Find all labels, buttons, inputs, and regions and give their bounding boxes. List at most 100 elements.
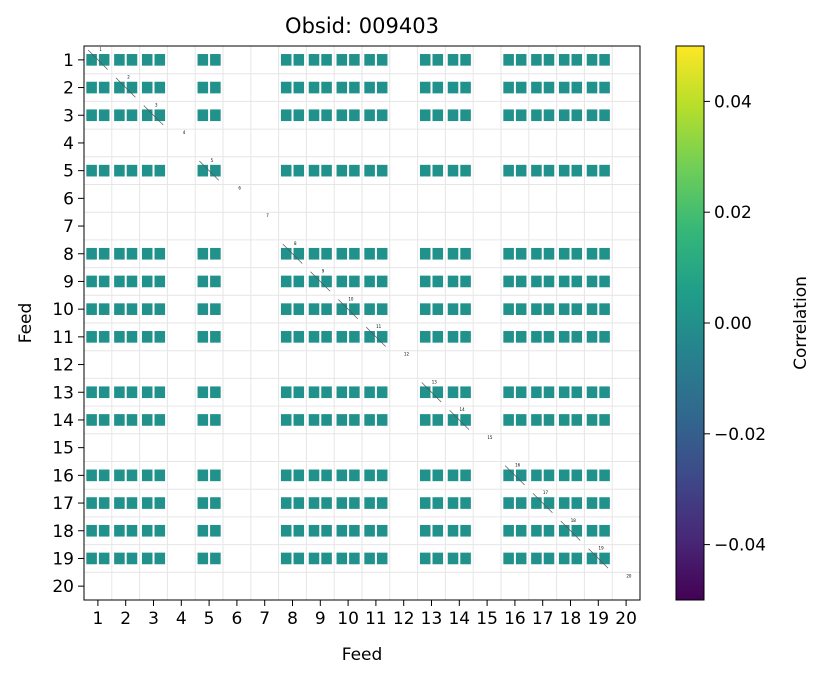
heatmap-cell <box>586 275 610 288</box>
heatmap-cell-block <box>558 303 570 315</box>
heatmap-cell-block <box>460 497 471 509</box>
heatmap-cell <box>86 54 110 66</box>
heatmap-cell-block <box>419 109 431 122</box>
heatmap-cell-block <box>98 414 110 426</box>
heatmap-cell-block <box>349 469 360 482</box>
heatmap-cell <box>114 303 138 315</box>
heatmap-cell <box>308 81 332 94</box>
heatmap-cell-block <box>599 303 610 315</box>
heatmap-cell <box>141 54 166 66</box>
x-tick-label: 10 <box>337 609 359 629</box>
heatmap-cell-block <box>336 331 348 343</box>
heatmap-cell <box>336 524 360 537</box>
heatmap-cell-block <box>447 54 459 66</box>
heatmap-cell-block <box>336 164 348 177</box>
diagonal-feed-label: 7 <box>266 213 269 218</box>
heatmap-cell-block <box>460 331 471 343</box>
heatmap-cell <box>558 414 583 426</box>
heatmap-cell-block <box>503 331 514 343</box>
heatmap-cell-block <box>503 164 514 177</box>
heatmap-cell-block <box>531 164 542 177</box>
heatmap-cell-block <box>114 109 125 122</box>
heatmap-cell <box>558 331 583 343</box>
heatmap-cell-block <box>558 469 570 482</box>
heatmap-cell-block <box>114 497 125 509</box>
heatmap-cell <box>364 303 388 315</box>
heatmap-cell-block <box>531 109 542 122</box>
heatmap-cell-block <box>349 331 360 343</box>
heatmap-cell-block <box>293 164 305 177</box>
heatmap-cell-block <box>114 54 125 66</box>
heatmap-cell-block <box>447 469 459 482</box>
heatmap-cell <box>364 109 388 122</box>
heatmap-cell <box>586 81 610 94</box>
heatmap-cell-block <box>543 331 555 343</box>
heatmap-cell-block <box>543 303 555 315</box>
heatmap-cell-block <box>293 497 305 509</box>
heatmap-cell-block <box>280 81 292 94</box>
heatmap-cell-block <box>364 331 375 343</box>
heatmap-cell-block <box>515 109 527 122</box>
heatmap-cell <box>447 164 471 177</box>
heatmap-cell <box>558 247 583 260</box>
heatmap-cell <box>531 164 555 177</box>
heatmap-cell-block <box>210 552 221 565</box>
heatmap-cell <box>86 386 110 399</box>
heatmap-cell-block <box>586 386 598 399</box>
diagonal-feed-label: 16 <box>515 463 521 468</box>
heatmap-cell <box>531 109 555 122</box>
heatmap-cell <box>141 524 166 537</box>
y-tick-label: 3 <box>63 106 74 126</box>
heatmap-cell-block <box>126 386 138 399</box>
heatmap-cell <box>308 54 332 66</box>
x-axis: 1 2 3 4 5 6 7 8 9 10 11 12 13 14 15 16 17 18 19 20 <box>92 600 637 629</box>
heatmap-cell-block <box>447 247 459 260</box>
heatmap-cell-block <box>460 414 471 426</box>
heatmap-cell-block <box>419 497 431 509</box>
heatmap-cell-block <box>364 247 375 260</box>
heatmap-cell <box>447 109 471 122</box>
heatmap-cell-block <box>543 109 555 122</box>
heatmap-cell <box>280 469 305 482</box>
heatmap-cell <box>364 81 388 94</box>
heatmap-cell-block <box>447 386 459 399</box>
diagonal-feed-label: 9 <box>322 269 325 274</box>
y-tick-label: 12 <box>52 356 74 376</box>
heatmap-cell <box>503 524 527 537</box>
heatmap-cell-block <box>419 386 431 399</box>
x-tick-label: 16 <box>504 609 526 629</box>
heatmap-cell-block <box>432 414 444 426</box>
heatmap-cell-block <box>419 54 431 66</box>
heatmap-cell-block <box>154 247 166 260</box>
heatmap-cell <box>531 303 555 315</box>
heatmap-cell-block <box>571 247 583 260</box>
x-tick-label: 4 <box>176 609 187 629</box>
heatmap-cell-block <box>432 552 444 565</box>
y-tick-label: 16 <box>52 466 74 486</box>
heatmap-cell-block <box>336 109 348 122</box>
heatmap-cell-block <box>308 109 320 122</box>
heatmap-cell-block <box>376 275 388 288</box>
x-tick-label: 6 <box>231 609 242 629</box>
diagonal-line <box>87 49 108 70</box>
heatmap-cell-block <box>141 109 153 122</box>
heatmap-cell-block <box>460 247 471 260</box>
heatmap-cell-block <box>197 469 209 482</box>
heatmap-cell-block <box>364 414 375 426</box>
heatmap-cell-block <box>98 247 110 260</box>
heatmap-cell-block <box>308 414 320 426</box>
x-tick-label: 7 <box>259 609 270 629</box>
y-tick-label: 1 <box>63 51 74 71</box>
heatmap-cell <box>114 247 138 260</box>
heatmap-cell-block <box>114 386 125 399</box>
heatmap-cell-block <box>126 497 138 509</box>
heatmap-cell-block <box>447 164 459 177</box>
diagonal-line <box>365 326 386 347</box>
heatmap-cell-block <box>515 303 527 315</box>
heatmap-cell-block <box>543 552 555 565</box>
y-axis-label: Feed <box>16 303 36 344</box>
heatmap-cell-block <box>308 469 320 482</box>
heatmap-cell-block <box>503 54 514 66</box>
heatmap-cell-block <box>432 54 444 66</box>
heatmap-cell <box>141 247 166 260</box>
